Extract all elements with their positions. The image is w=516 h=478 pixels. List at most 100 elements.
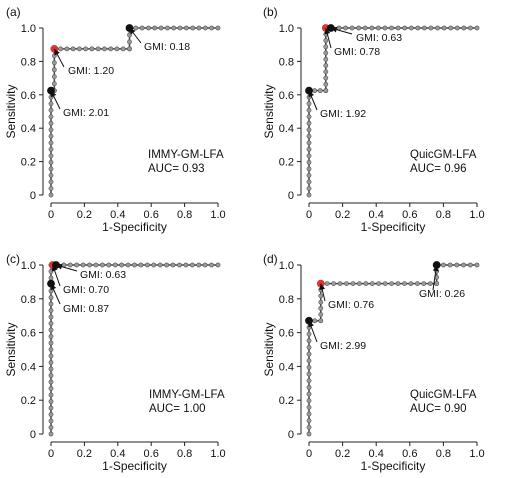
roc-point <box>48 392 54 398</box>
roc-point <box>306 424 312 430</box>
roc-point <box>414 281 420 286</box>
roc-point <box>89 46 95 52</box>
annotation-arrowhead <box>324 28 331 35</box>
x-tick-label: 0.6 <box>144 448 159 460</box>
roc-point <box>356 281 362 286</box>
roc-point <box>48 186 54 191</box>
roc-point <box>120 46 126 52</box>
annotation-label: GMI: 0.70 <box>63 284 109 296</box>
panel-label: (a) <box>6 5 21 19</box>
roc-point <box>461 262 466 268</box>
y-tick-label: 1.0 <box>279 260 294 272</box>
roc-point <box>323 50 329 56</box>
annotation-arrowhead <box>308 90 315 98</box>
annotation-label: GMI: 1.92 <box>320 108 366 120</box>
roc-point <box>306 192 312 198</box>
roc-point <box>151 262 157 268</box>
roc-point <box>356 25 362 31</box>
auc-label: AUC= 0.90 <box>410 403 467 415</box>
y-tick-label: 0.2 <box>21 157 36 169</box>
y-tick-label: 0 <box>288 190 294 202</box>
roc-point <box>48 412 54 417</box>
y-tick-label: 0 <box>30 429 36 441</box>
x-tick-label: 0.2 <box>335 448 350 460</box>
roc-point <box>48 379 54 385</box>
roc-point <box>306 351 312 357</box>
roc-point <box>48 140 54 146</box>
roc-point <box>51 67 57 73</box>
roc-point <box>408 25 414 31</box>
annotation-label: GMI: 0.78 <box>334 46 380 58</box>
roc-point <box>189 262 195 268</box>
roc-point <box>209 262 214 268</box>
roc-point <box>306 371 312 377</box>
x-tick-label: 0 <box>306 448 312 460</box>
annotation-arrowhead <box>129 28 136 35</box>
roc-point <box>127 32 132 38</box>
roc-point <box>306 331 312 337</box>
y-tick-label: 1.0 <box>279 23 294 35</box>
roc-point <box>306 391 312 397</box>
roc-point <box>51 81 57 87</box>
x-tick-label: 1.0 <box>210 209 225 221</box>
roc-point <box>133 25 139 31</box>
roc-point <box>363 281 369 286</box>
x-tick-label: 0 <box>48 209 54 221</box>
roc-point <box>343 25 348 31</box>
method-label: QuicGM-LFA <box>410 149 477 161</box>
roc-point <box>369 25 375 31</box>
roc-point <box>127 46 132 52</box>
x-axis-label: 1-Specificity <box>361 459 426 473</box>
roc-point <box>312 318 318 324</box>
roc-point <box>138 262 144 268</box>
x-tick-label: 0.4 <box>369 448 384 460</box>
auc-label: AUC= 0.96 <box>410 163 467 175</box>
roc-point <box>448 25 454 31</box>
roc-point <box>114 46 120 52</box>
roc-point <box>306 120 312 126</box>
roc-point <box>306 418 312 424</box>
y-tick-label: 0.6 <box>279 90 294 102</box>
y-tick-label: 0.8 <box>21 294 36 306</box>
roc-point <box>48 347 54 352</box>
roc-point <box>87 262 92 268</box>
y-tick-label: 1.0 <box>21 260 36 272</box>
roc-point <box>428 25 434 31</box>
roc-point <box>48 275 54 281</box>
roc-point <box>80 262 86 268</box>
roc-point <box>376 281 382 286</box>
x-axis-label: 1-Specificity <box>361 220 426 234</box>
x-tick-label: 0.2 <box>335 209 350 221</box>
x-tick-label: 0.8 <box>177 448 192 460</box>
roc-point <box>389 281 394 286</box>
roc-point <box>427 281 433 286</box>
roc-point <box>158 25 164 31</box>
roc-point <box>306 384 312 390</box>
roc-point <box>375 25 381 31</box>
roc-point <box>83 46 89 52</box>
roc-point <box>323 56 329 62</box>
roc-point <box>454 262 460 268</box>
roc-point <box>48 308 54 313</box>
x-tick-label: 0.4 <box>110 209 125 221</box>
annotation-arrowhead <box>54 48 60 56</box>
roc-point <box>48 340 54 346</box>
roc-panel-d: (d) 0 0.2 0.4 0.6 0.8 1.0 0 0.2 0.4 0.6 0.8 1.0 1-Spe… <box>262 252 485 473</box>
roc-point <box>139 25 145 31</box>
roc-point <box>48 133 54 139</box>
roc-point <box>70 46 76 52</box>
roc-point <box>306 140 312 146</box>
roc-point <box>64 46 70 52</box>
roc-point <box>306 173 312 178</box>
y-tick-label: 0 <box>288 429 294 441</box>
roc-point <box>48 295 54 300</box>
roc-point <box>323 88 329 94</box>
x-tick-label: 0.8 <box>436 448 451 460</box>
roc-point <box>48 314 54 320</box>
roc-point <box>306 179 312 185</box>
roc-point <box>324 281 330 286</box>
roc-point <box>468 25 473 31</box>
roc-point <box>344 281 349 286</box>
y-tick-label: 0.4 <box>279 123 294 135</box>
y-tick-label: 1.0 <box>21 23 36 35</box>
